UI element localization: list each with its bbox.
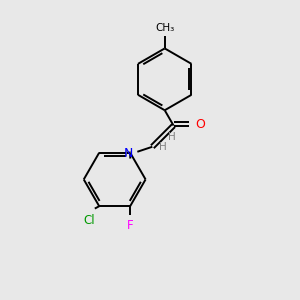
Text: N: N [124, 147, 133, 160]
Text: CH₃: CH₃ [155, 22, 174, 32]
Text: Cl: Cl [84, 214, 95, 227]
Text: H: H [125, 148, 133, 158]
Text: F: F [127, 219, 134, 232]
Text: O: O [195, 118, 205, 131]
Text: H: H [159, 142, 167, 152]
Text: H: H [168, 132, 176, 142]
